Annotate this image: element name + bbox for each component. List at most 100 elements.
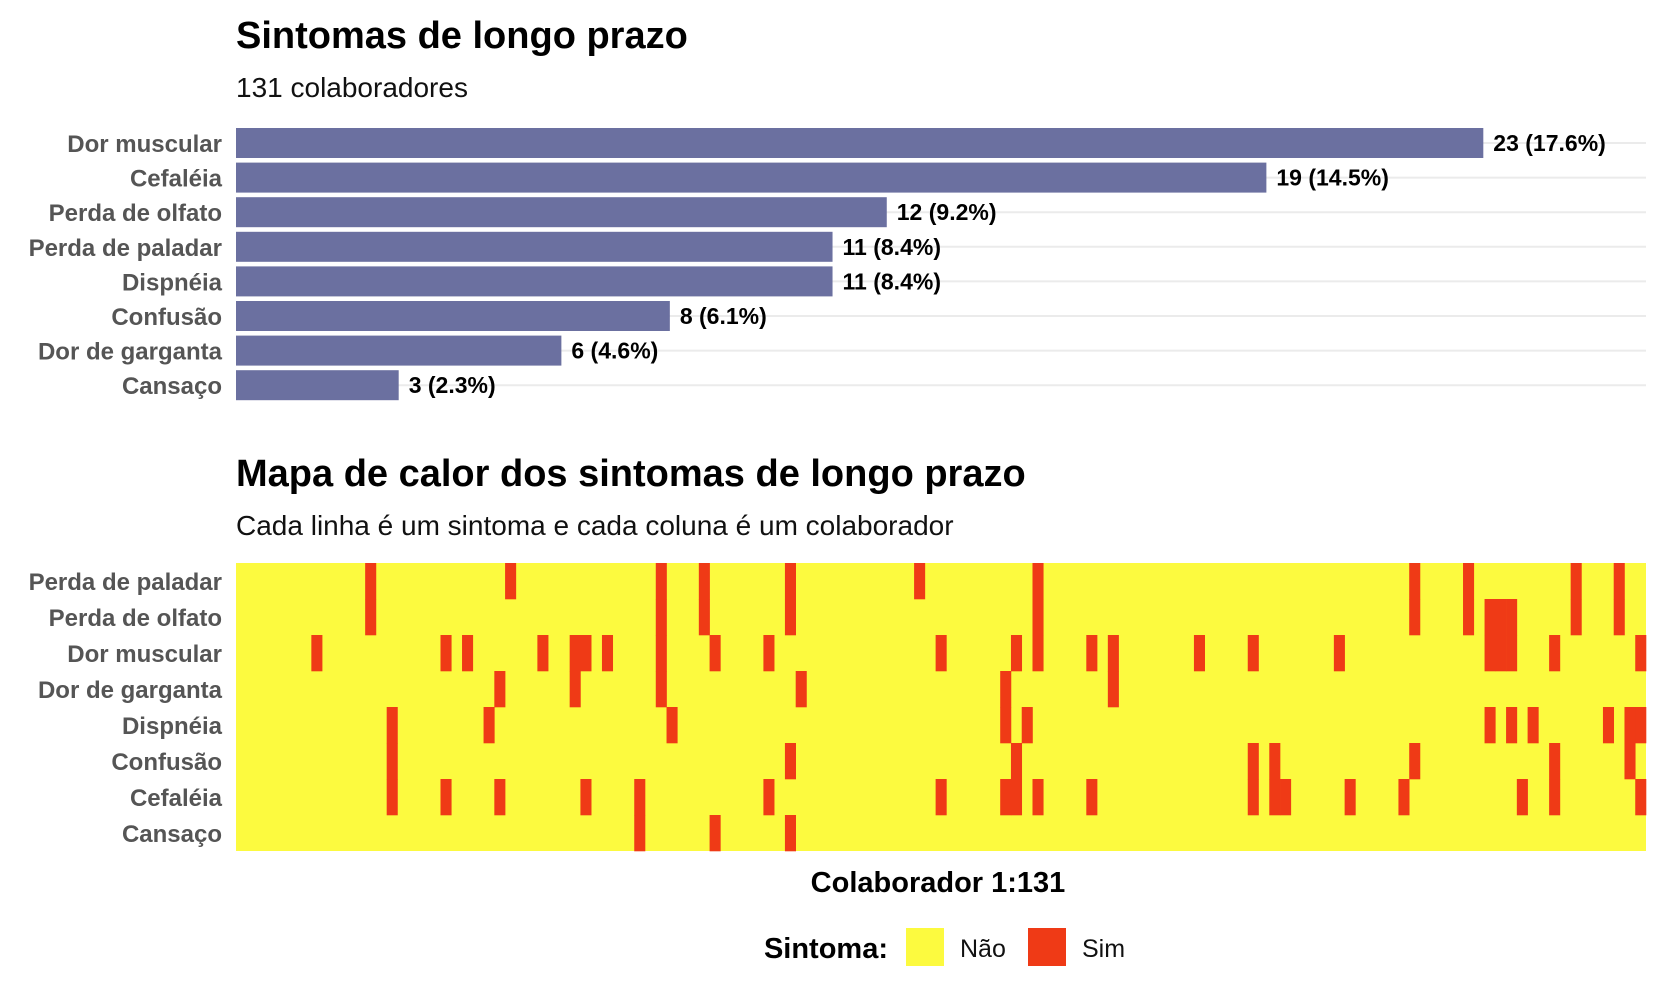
heatmap-cell-sim xyxy=(580,779,592,816)
heatmap-cell-sim xyxy=(698,599,710,636)
heatmap-cell-sim xyxy=(935,779,947,816)
heatmap-cell-sim xyxy=(1409,599,1421,636)
heatmap-cell-sim xyxy=(1624,707,1636,744)
heatmap-cell-sim xyxy=(1484,707,1496,744)
heatmap-cell-sim xyxy=(709,815,721,852)
heatmap-cell-sim xyxy=(365,599,377,636)
heatmap-cell-sim xyxy=(1484,599,1496,636)
bar-series xyxy=(236,128,1484,401)
heatmap-panel: Mapa de calor dos sintomas de longo praz… xyxy=(29,453,1647,899)
heatmap-cell-sim xyxy=(1409,563,1421,600)
heatmap-cell-sim xyxy=(494,779,506,816)
heatmap-cell-sim xyxy=(763,635,775,672)
heatmap-cell-sim xyxy=(537,635,549,672)
heatmap-cell-sim xyxy=(1086,779,1098,816)
heatmap-cell-sim xyxy=(1602,707,1615,744)
bar-value-labels: 23 (17.6%) 19 (14.5%) 12 (9.2%) 11 (8.4%) 11… xyxy=(409,130,1606,398)
heatmap-cell-sim xyxy=(1010,635,1023,672)
bar-category-label: Perda de olfato xyxy=(49,200,222,227)
heatmap-cell-sim xyxy=(914,563,926,600)
heatmap-cell-sim xyxy=(1344,779,1356,816)
bar-chart-title: Sintomas de longo prazo xyxy=(236,15,688,57)
heatmap-cell-sim xyxy=(1495,599,1507,636)
legend: Sintoma: Não Sim xyxy=(764,928,1125,966)
heatmap-cell-sim xyxy=(655,563,667,600)
heatmap-row-label: Perda de paladar xyxy=(29,569,222,596)
heatmap-cell-sim xyxy=(1570,563,1582,600)
heatmap-row-label: Dor de garganta xyxy=(38,677,223,704)
heatmap-row-label: Dispnéia xyxy=(122,713,223,740)
heatmap-cell-sim xyxy=(386,743,398,780)
bar xyxy=(236,128,1484,158)
heatmap-row-label: Perda de olfato xyxy=(49,605,222,632)
heatmap-cell-sim xyxy=(386,779,398,816)
heatmap-cells xyxy=(311,563,1647,852)
bar-category-label: Dispnéia xyxy=(122,269,223,296)
heatmap-cell-sim xyxy=(655,635,667,672)
bar xyxy=(236,335,562,366)
bar-category-label: Cefaléia xyxy=(130,166,223,193)
heatmap-cell-sim xyxy=(1549,743,1561,780)
heatmap-cell-sim xyxy=(795,671,807,708)
heatmap-cell-sim xyxy=(784,815,796,852)
heatmap-cell-sim xyxy=(1635,635,1647,672)
heatmap-cell-sim xyxy=(1484,635,1496,672)
heatmap-cell-sim xyxy=(1193,635,1206,672)
bar-category-label: Cansaço xyxy=(122,373,222,400)
bar-category-label: Dor de garganta xyxy=(38,339,223,366)
heatmap-cell-sim xyxy=(1021,707,1033,744)
heatmap-cell-sim xyxy=(1010,743,1023,780)
legend-swatch-sim xyxy=(1028,928,1066,966)
heatmap-cell-sim xyxy=(1613,563,1625,600)
bar xyxy=(236,370,399,401)
bar-value-label: 6 (4.6%) xyxy=(571,338,658,364)
heatmap-cell-sim xyxy=(1032,599,1044,636)
heatmap-cell-sim xyxy=(440,779,452,816)
heatmap-row-label: Dor muscular xyxy=(67,641,222,668)
heatmap-cell-sim xyxy=(1506,635,1518,672)
bar xyxy=(236,231,833,262)
heatmap-row-label: Cefaléia xyxy=(130,785,223,812)
heatmap-cell-sim xyxy=(1463,599,1475,636)
bar-value-label: 8 (6.1%) xyxy=(680,303,767,329)
bar-value-label: 19 (14.5%) xyxy=(1276,165,1389,191)
heatmap-cell-sim xyxy=(1549,779,1561,816)
heatmap-cell-sim xyxy=(1495,635,1507,672)
heatmap-cell-sim xyxy=(1516,779,1528,816)
bar-chart-subtitle: 131 colaboradores xyxy=(236,72,468,103)
bar-value-label: 3 (2.3%) xyxy=(409,372,496,398)
heatmap-cell-sim xyxy=(784,599,796,636)
legend-title: Sintoma: xyxy=(764,933,888,965)
heatmap-cell-sim xyxy=(1635,779,1647,816)
heatmap-cell-sim xyxy=(1333,635,1345,672)
heatmap-cell-sim xyxy=(1613,599,1625,636)
heatmap-cell-sim xyxy=(655,671,667,708)
heatmap-cell-sim xyxy=(1506,707,1518,744)
heatmap-cell-sim xyxy=(1107,671,1119,708)
bar xyxy=(236,301,670,331)
heatmap-cell-sim xyxy=(1010,779,1023,816)
heatmap-x-axis-label: Colaborador 1:131 xyxy=(811,867,1066,899)
heatmap-cell-sim xyxy=(1269,743,1281,780)
heatmap-row-label: Cansaço xyxy=(122,821,222,848)
heatmap-cell-sim xyxy=(1247,635,1259,672)
heatmap-cell-sim xyxy=(1000,671,1012,708)
heatmap-cell-sim xyxy=(1032,635,1044,672)
legend-label-sim: Sim xyxy=(1082,935,1125,963)
bar xyxy=(236,197,887,228)
heatmap-cell-sim xyxy=(462,635,474,672)
heatmap-cell-sim xyxy=(1269,779,1281,816)
heatmap-cell-sim xyxy=(1032,779,1044,816)
heatmap-cell-sim xyxy=(1624,743,1636,780)
heatmap-cell-sim xyxy=(1107,635,1119,672)
bar-chart-panel: Sintomas de longo prazo 131 colaboradore… xyxy=(29,15,1646,401)
heatmap-cell-sim xyxy=(634,815,646,852)
heatmap-cell-sim xyxy=(580,635,592,672)
legend-label-nao: Não xyxy=(960,935,1006,963)
heatmap-cell-sim xyxy=(1247,779,1259,816)
heatmap-cell-sim xyxy=(365,563,377,600)
heatmap-cell-sim xyxy=(1247,743,1259,780)
heatmap-cell-sim xyxy=(709,635,721,672)
heatmap-cell-sim xyxy=(655,599,667,636)
